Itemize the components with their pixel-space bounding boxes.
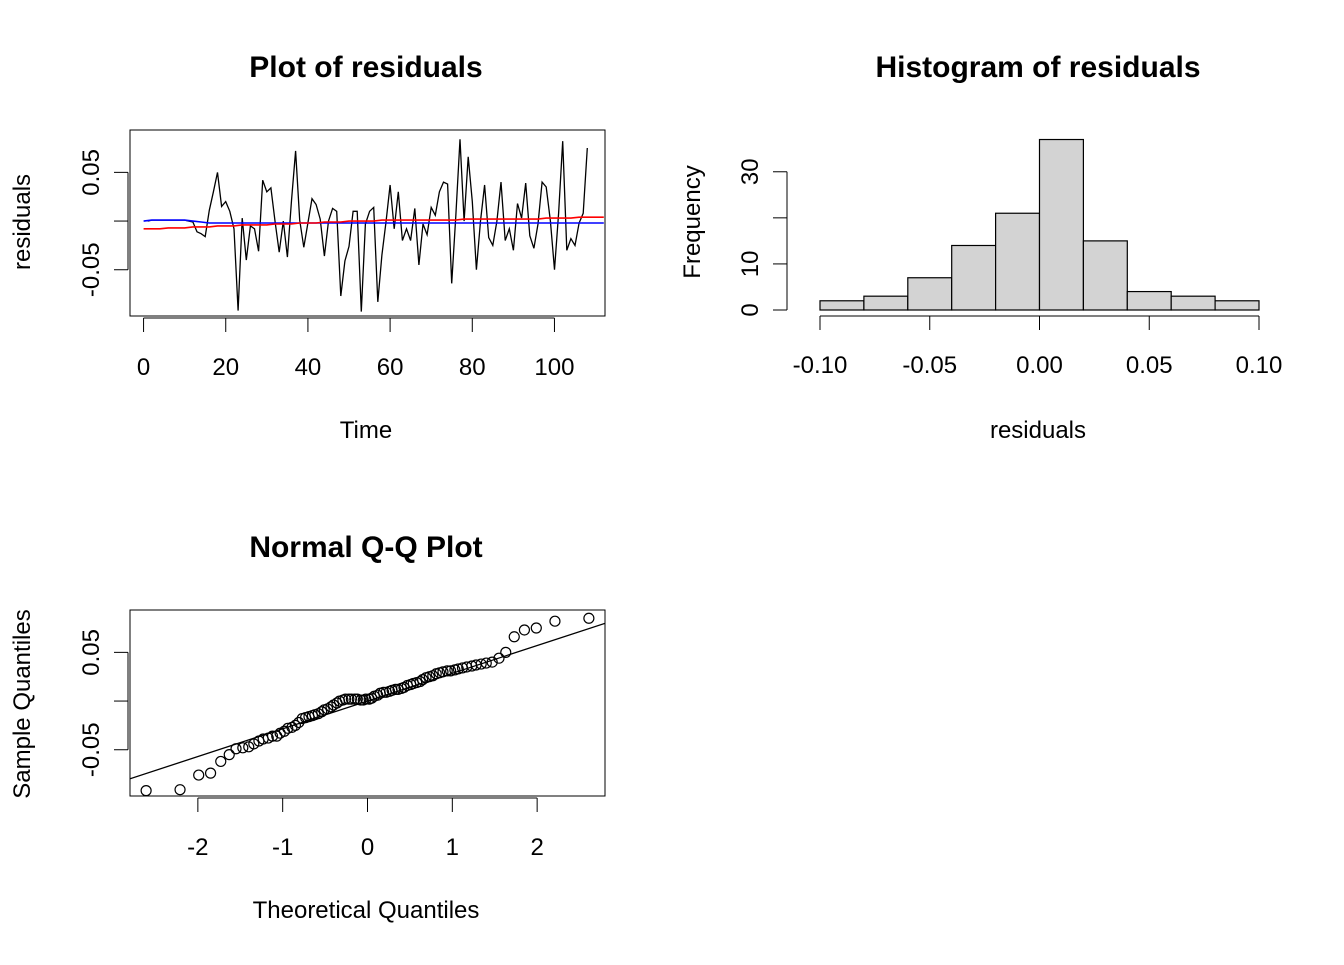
qq-point (437, 666, 449, 678)
qq-point (366, 692, 378, 704)
y-tick-label: 0 (737, 303, 764, 316)
histogram-bar (1038, 138, 1085, 311)
histogram-bar (1082, 240, 1128, 311)
plot-frame (129, 129, 606, 317)
y-tick-label: 30 (737, 158, 764, 185)
x-tick-label: -0.10 (793, 352, 848, 379)
qq-point (378, 686, 390, 698)
x-tick-label: 0 (361, 834, 374, 861)
x-tick-label: -1 (272, 834, 293, 861)
qq-point (583, 612, 595, 624)
x-tick-label: 0 (137, 354, 150, 381)
x-tick-label: 100 (534, 354, 574, 381)
y-tick-label: -0.05 (78, 722, 105, 777)
qq-point (530, 622, 542, 634)
x-tick-label: 0.00 (1016, 352, 1063, 379)
qq-point (493, 652, 505, 664)
x-axis-label: Time (340, 417, 392, 444)
x-tick-label: 0.10 (1236, 352, 1283, 379)
histogram-bar (1126, 290, 1172, 311)
histogram-bar (1214, 300, 1260, 311)
qq-point (486, 656, 498, 668)
x-tick-label: -0.05 (902, 352, 957, 379)
x-tick-label: 60 (377, 354, 404, 381)
histogram-bar (951, 244, 997, 311)
qq-point (174, 784, 186, 796)
chart-title: Normal Q-Q Plot (249, 531, 482, 564)
qq-point (204, 767, 217, 779)
qq-point (343, 693, 355, 705)
qq-point (518, 624, 531, 636)
panel-qq-plot: Normal Q-Q Plot Theoretical Quantiles Sa… (9, 531, 606, 924)
qq-point (282, 722, 294, 734)
x-axis-label: residuals (990, 417, 1086, 444)
x-tick-label: 20 (212, 354, 239, 381)
histogram-bar (819, 300, 865, 311)
qq-point (193, 769, 205, 781)
qq-point (230, 743, 242, 755)
x-tick-label: 0.05 (1126, 352, 1173, 379)
panel-residuals-time: Plot of residuals Time residuals 0 20 40 60… (9, 51, 606, 444)
qq-point (475, 658, 487, 670)
qq-point (316, 706, 328, 718)
x-tick-label: 40 (295, 354, 322, 381)
red-series-line (143, 216, 604, 230)
qq-point (325, 701, 337, 713)
y-axis-label: Sample Quantiles (9, 609, 36, 798)
qq-point (452, 663, 464, 675)
x-tick-label: 2 (530, 834, 543, 861)
plot-frame (129, 609, 606, 797)
x-tick-label: 1 (446, 834, 459, 861)
y-axis-label: Frequency (679, 165, 706, 278)
y-axis-label: residuals (9, 174, 36, 270)
histogram-bar (1170, 295, 1216, 311)
blue-series-line (143, 219, 604, 224)
qq-point (355, 694, 367, 706)
panel-histogram: Histogram of residuals residuals Frequen… (679, 51, 1282, 444)
qq-point (389, 683, 402, 695)
x-axis-label: Theoretical Quantiles (253, 897, 480, 924)
qq-point (223, 749, 235, 761)
qq-point (500, 646, 512, 658)
qq-point (237, 742, 249, 754)
qq-point (549, 615, 561, 627)
qq-point (266, 730, 279, 742)
histogram-bar (994, 212, 1041, 311)
histogram-bar (863, 295, 909, 311)
residual-series-line (147, 139, 588, 312)
qq-point (441, 665, 453, 677)
y-tick-label: 10 (737, 251, 764, 278)
y-tick-label: 0.05 (78, 629, 105, 676)
chart-title: Plot of residuals (249, 51, 482, 84)
qq-point (289, 719, 302, 731)
qq-point (349, 693, 361, 705)
qq-point (140, 785, 152, 797)
chart-title: Histogram of residuals (875, 51, 1200, 84)
qq-point (215, 755, 227, 768)
y-tick-label: -0.05 (78, 242, 105, 297)
qq-point (339, 693, 352, 705)
qq-point (480, 657, 492, 669)
y-tick-label: 0.05 (78, 149, 105, 196)
x-tick-label: -2 (187, 834, 208, 861)
qq-point (508, 631, 520, 643)
x-tick-label: 80 (459, 354, 486, 381)
histogram-bar (907, 277, 953, 311)
qq-point (445, 665, 457, 677)
qq-point (414, 675, 426, 688)
